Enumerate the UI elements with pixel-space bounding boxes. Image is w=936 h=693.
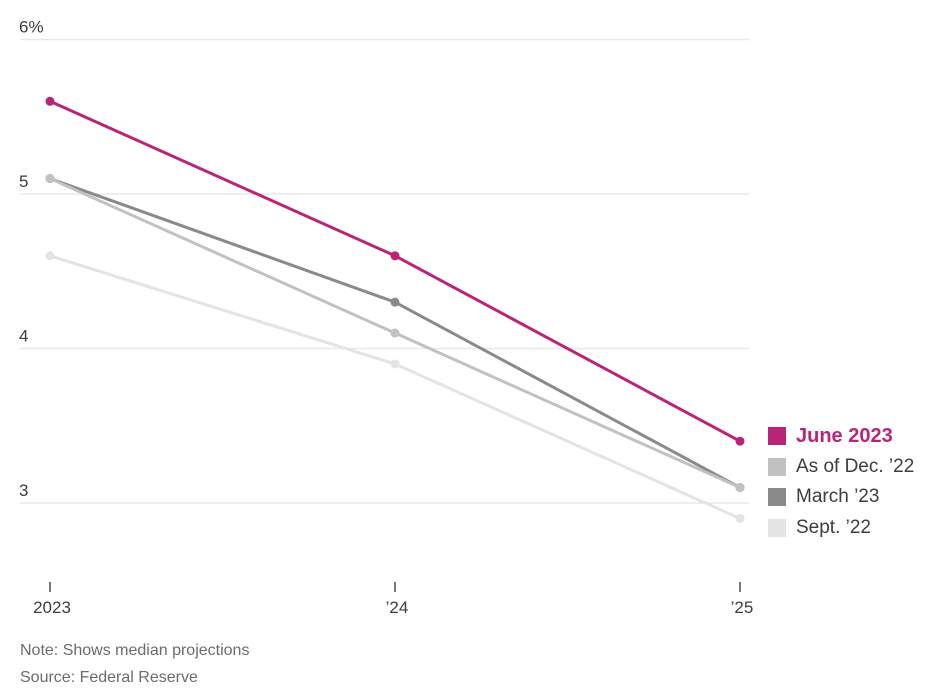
data-point-sept-22-24 [390,359,400,369]
data-point-as-of-dec-22-24 [390,328,400,338]
chart-note: Note: Shows median projections [20,642,250,659]
legend-row-june-2023: June 2023 [768,425,914,447]
data-point-as-of-dec-22-2023 [45,174,55,184]
y-tick-label-4: 4 [19,327,28,346]
data-point-june-2023-25 [735,436,745,446]
data-point-march-23-24 [390,297,400,307]
x-tick-label-1: ’24 [386,598,409,617]
y-tick-label-5: 5 [19,172,28,191]
legend-row-dec-22: As of Dec. ’22 [768,455,915,477]
y-tick-label-3: 3 [19,481,28,500]
legend-swatch-sept-22 [768,518,786,537]
legend: June 2023 As of Dec. ’22 March ’23 Sept.… [768,425,915,549]
data-point-sept-22-2023 [45,251,55,261]
legend-label-sept-22: Sept. ’22 [796,516,871,538]
legend-swatch-june-2023 [768,427,786,445]
data-point-june-2023-2023 [45,96,55,106]
chart-source: Source: Federal Reserve [20,669,198,686]
legend-swatch-march-23 [768,488,786,506]
legend-row-march-23: March ’23 [768,486,914,507]
legend-label-dec-22: As of Dec. ’22 [796,455,915,477]
x-tick-label-0: 2023 [33,598,71,617]
data-point-as-of-dec-22-25 [735,483,745,493]
x-tick-label-2: ’25 [731,598,754,617]
legend-swatch-dec-22 [768,457,786,476]
data-point-sept-22-25 [735,513,745,523]
series-line-june-2023 [48,99,742,443]
legend-label-march-23: March ’23 [796,486,880,507]
legend-row-sept-22: Sept. ’22 [768,516,914,538]
footer-notes: Note: Shows median projections Source: F… [20,637,249,691]
y-tick-label-6: 6% [19,18,44,37]
data-point-june-2023-24 [390,251,400,261]
line-chart-plot: 6% 5 4 3 2023 ’24 ’25 [19,18,754,618]
legend-label-june-2023: June 2023 [796,425,893,447]
